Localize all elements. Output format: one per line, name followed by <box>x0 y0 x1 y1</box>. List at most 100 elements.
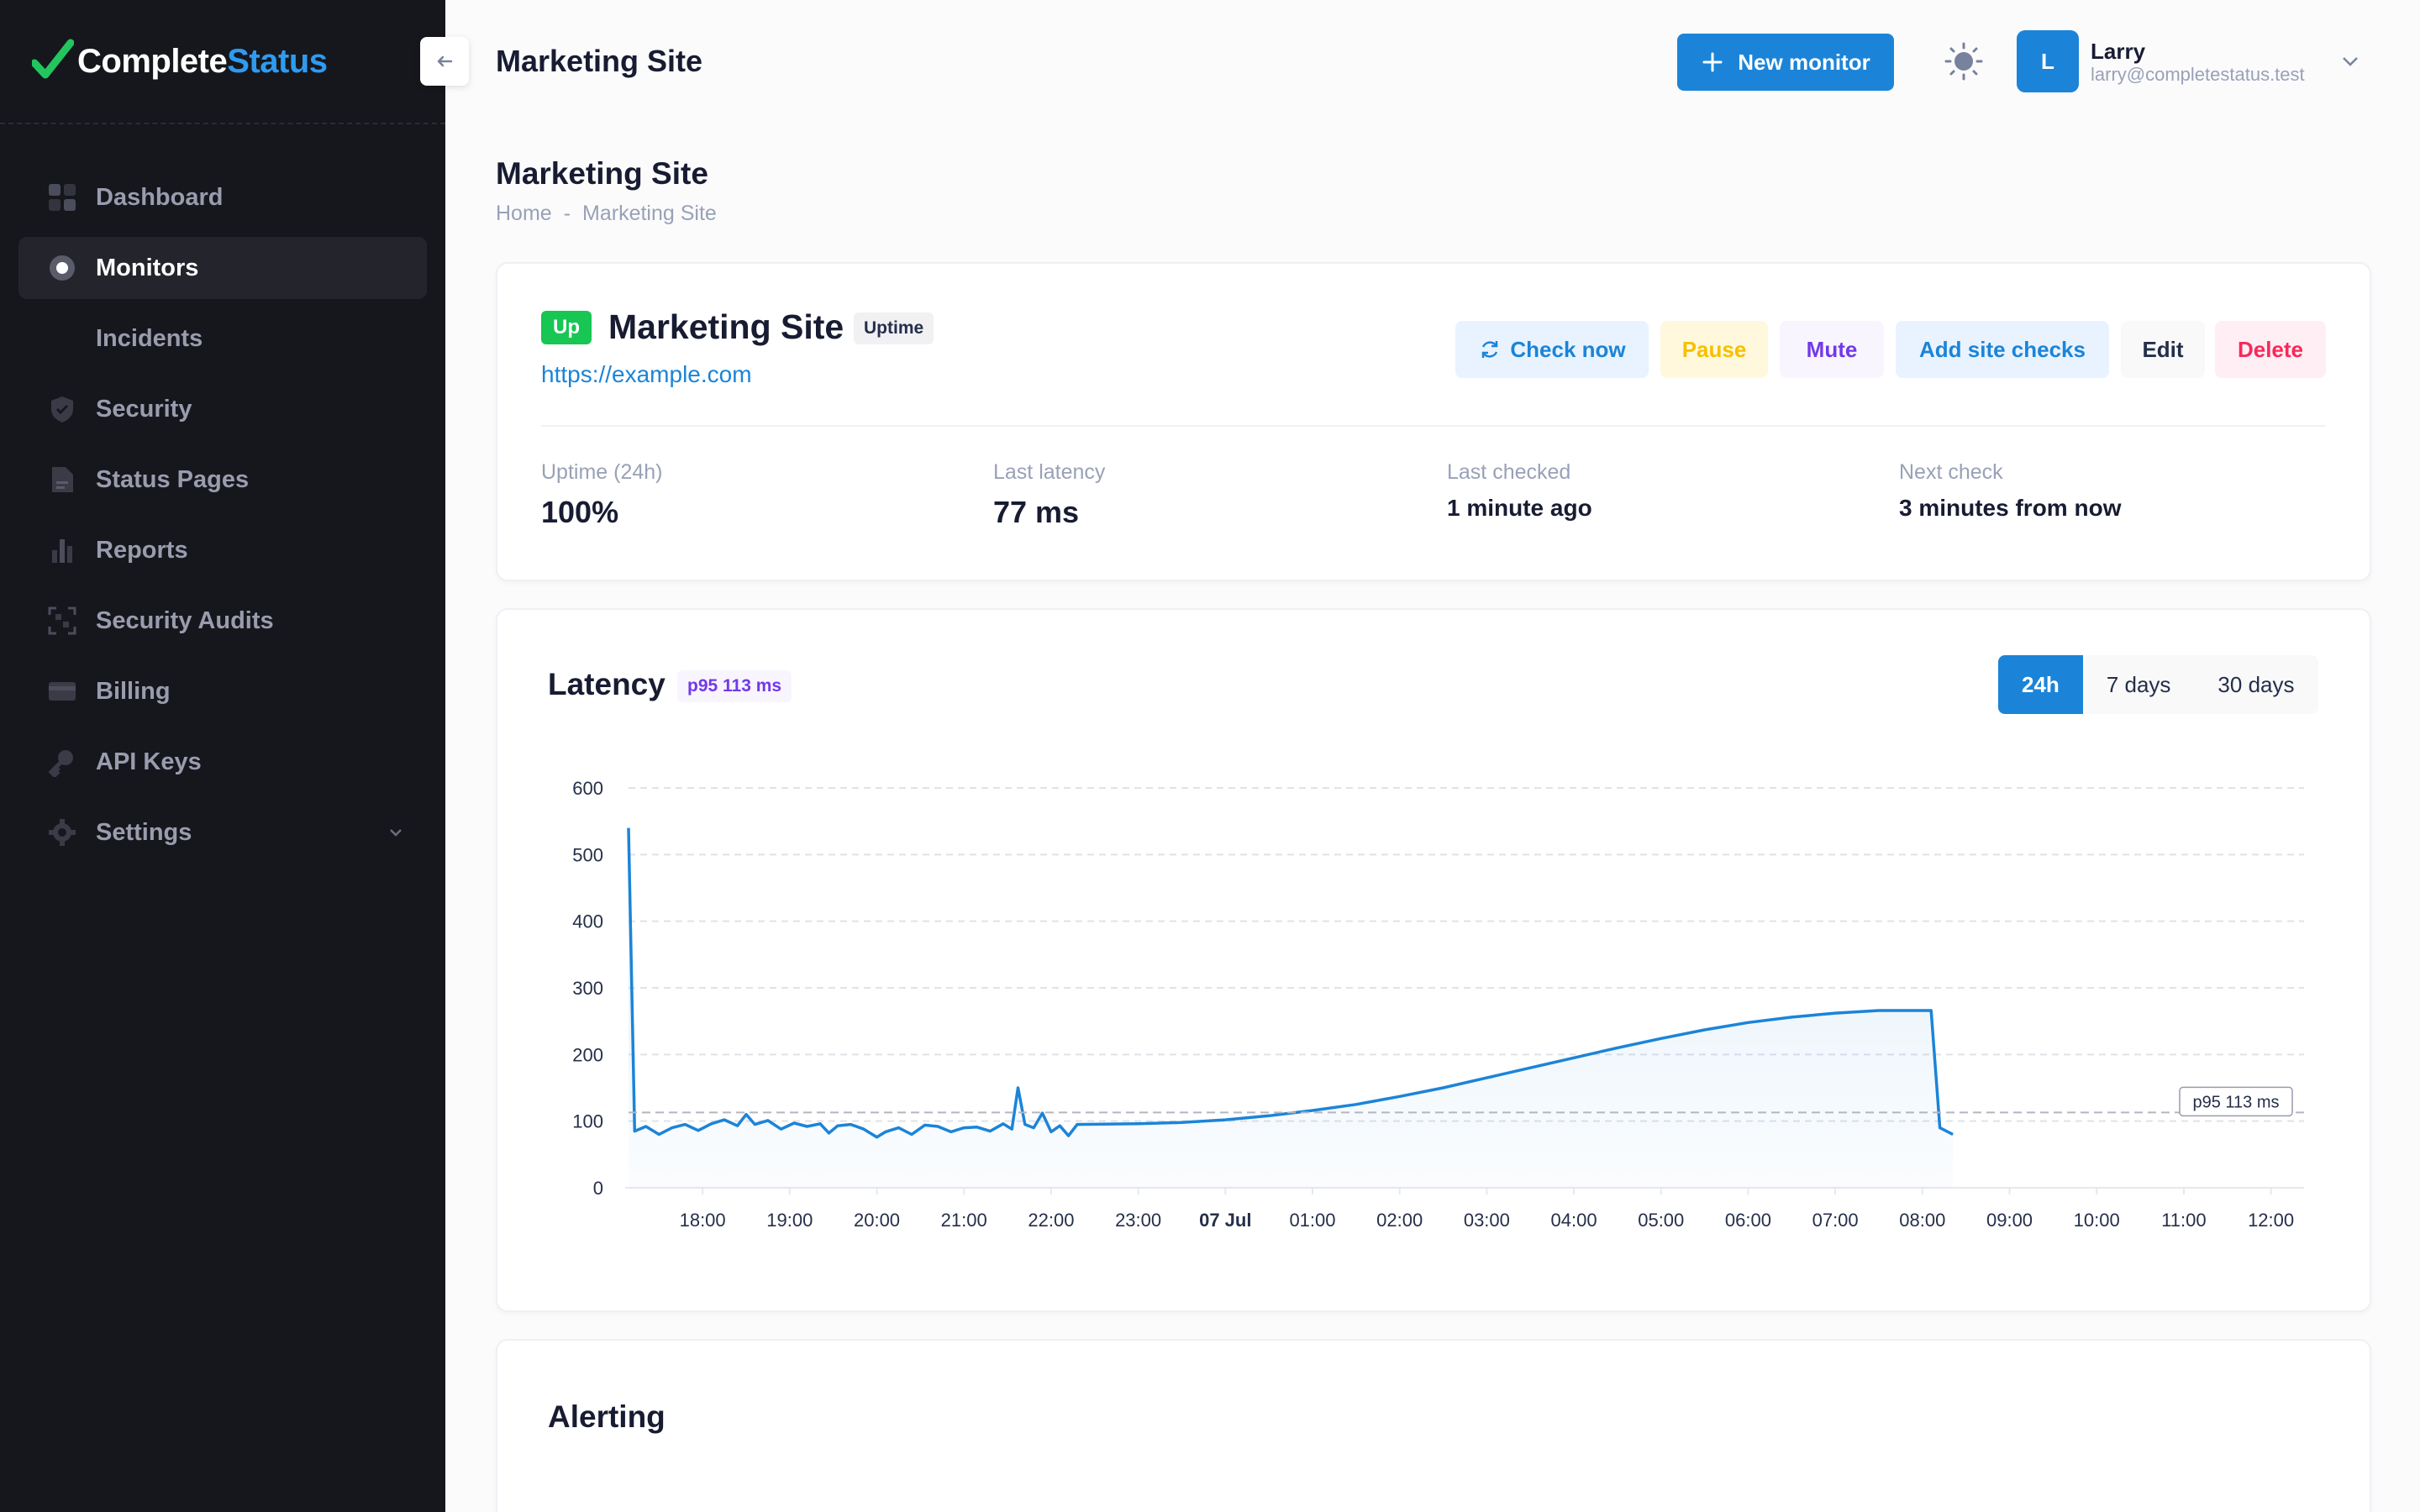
latency-chart: 0 100 200 300 400 500 600 18:00 19:00 20:00 21:00 2… <box>572 778 2304 1231</box>
x-tick-label: 12:00 <box>2248 1210 2294 1231</box>
sidebar-item-label: Status Pages <box>96 465 250 493</box>
stat-label: Uptime (24h) <box>541 460 663 484</box>
sidebar-item-label: Security Audits <box>96 606 274 634</box>
sidebar-item-label: Settings <box>96 818 192 846</box>
edit-button[interactable]: Edit <box>2121 321 2205 378</box>
check-now-button[interactable]: Check now <box>1455 321 1649 378</box>
stat-label: Last latency <box>993 460 1106 484</box>
page-title: Marketing Site <box>496 156 708 191</box>
range-24h-button[interactable]: 24h <box>1998 655 2083 714</box>
range-selector: 24h 7 days 30 days <box>1998 655 2318 714</box>
p95-label-box <box>2179 1086 2293 1117</box>
mute-button[interactable]: Mute <box>1780 321 1884 378</box>
avatar[interactable]: L <box>2017 30 2079 92</box>
new-monitor-label: New monitor <box>1738 49 1870 75</box>
x-tick-label: 01:00 <box>1289 1210 1335 1231</box>
sidebar-item-monitors[interactable]: Monitors <box>18 237 427 299</box>
chevron-down-icon[interactable] <box>2338 49 2363 74</box>
x-tick-label: 22:00 <box>1028 1210 1074 1231</box>
x-tick-label: 04:00 <box>1551 1210 1597 1231</box>
sidebar-item-label: Incidents <box>96 324 203 352</box>
x-tick-label: 06:00 <box>1725 1210 1771 1231</box>
sidebar-item-status-pages[interactable]: Status Pages <box>18 449 427 511</box>
pause-button[interactable]: Pause <box>1660 321 1768 378</box>
user-name[interactable]: Larry <box>2091 39 2146 64</box>
sidebar-item-dashboard[interactable]: Dashboard <box>18 166 427 228</box>
add-site-checks-button[interactable]: Add site checks <box>1896 321 2109 378</box>
x-tick-label: 18:00 <box>680 1210 726 1231</box>
status-badge: Up <box>541 311 592 344</box>
sidebar-item-api-keys[interactable]: API Keys <box>18 731 427 793</box>
bar-chart-icon <box>47 535 77 565</box>
plus-icon <box>1702 52 1723 72</box>
x-tick-label: 19:00 <box>766 1210 813 1231</box>
arrow-left-icon <box>437 55 453 67</box>
x-tick-label: 20:00 <box>854 1210 900 1231</box>
x-tick-label: 07 Jul <box>1199 1210 1251 1231</box>
refresh-icon <box>1482 341 1498 358</box>
delete-button[interactable]: Delete <box>2215 321 2326 378</box>
sidebar-item-billing[interactable]: Billing <box>18 660 427 722</box>
stat-uptime: Uptime (24h) 100% <box>541 460 663 530</box>
x-tick-label: 03:00 <box>1464 1210 1510 1231</box>
sidebar-item-incidents[interactable]: Incidents <box>18 307 427 370</box>
alerting-title: Alerting <box>548 1399 666 1434</box>
monitor-type-badge: Uptime <box>854 312 934 344</box>
chevron-down-icon <box>390 829 402 837</box>
range-7-days-button[interactable]: 7 days <box>2106 671 2171 697</box>
sidebar: CompleteStatus Dashboard Monitors Incide… <box>0 0 445 1512</box>
series-line <box>627 827 1954 1139</box>
stat-last-checked: Last checked 1 minute ago <box>1447 460 1592 522</box>
logo[interactable]: CompleteStatus <box>0 0 445 124</box>
header-title: Marketing Site <box>496 44 703 78</box>
x-tick-label: 07:00 <box>1812 1210 1859 1231</box>
sidebar-item-label: Security <box>96 395 192 423</box>
p95-badge: p95 113 ms <box>677 670 792 702</box>
x-tick-label: 05:00 <box>1638 1210 1684 1231</box>
key-icon <box>47 747 77 777</box>
theme-toggle-button[interactable] <box>1943 40 1985 82</box>
stat-value: 1 minute ago <box>1447 495 1592 521</box>
stat-label: Next check <box>1899 460 2003 484</box>
range-30-days-button[interactable]: 30 days <box>2217 671 2295 697</box>
y-tick-label: 100 <box>572 1111 603 1132</box>
sidebar-collapse-button[interactable] <box>420 37 469 86</box>
monitor-icon <box>47 253 77 283</box>
stat-value: 3 minutes from now <box>1899 495 2122 521</box>
x-tick-label: 08:00 <box>1899 1210 1945 1231</box>
sidebar-item-security[interactable]: Security <box>18 378 427 440</box>
sidebar-item-security-audits[interactable]: Security Audits <box>18 590 427 652</box>
breadcrumb-current: Marketing Site <box>582 202 717 225</box>
document-icon <box>47 465 77 495</box>
latency-title: Latency <box>548 667 666 701</box>
x-tick-label: 11:00 <box>2161 1210 2206 1231</box>
monitor-summary-card: Up Marketing Site Uptime https://example… <box>496 262 2371 581</box>
sidebar-item-label: Monitors <box>96 254 199 281</box>
series-area <box>629 827 1954 1188</box>
y-tick-label: 0 <box>593 1178 603 1199</box>
stat-last-latency: Last latency 77 ms <box>993 460 1105 530</box>
gear-icon <box>47 817 77 848</box>
stat-value: 77 ms <box>993 495 1080 529</box>
x-tick-label: 21:00 <box>941 1210 987 1231</box>
breadcrumb-home[interactable]: Home <box>496 202 552 225</box>
sidebar-nav: Dashboard Monitors Incidents Security St… <box>0 124 445 864</box>
sidebar-item-label: Billing <box>96 677 171 705</box>
x-tick-label: 23:00 <box>1115 1210 1161 1231</box>
stat-label: Last checked <box>1447 460 1571 484</box>
alerting-card: Alerting <box>496 1339 2371 1512</box>
logo-text: CompleteStatus <box>77 42 328 80</box>
x-tick-label: 02:00 <box>1376 1210 1423 1231</box>
new-monitor-button[interactable]: New monitor <box>1677 34 1894 91</box>
y-tick-label: 200 <box>572 1044 603 1065</box>
dashboard-icon <box>47 182 77 213</box>
sidebar-item-reports[interactable]: Reports <box>18 519 427 581</box>
monitor-url-link[interactable]: https://example.com <box>541 361 752 387</box>
breadcrumb: Home - Marketing Site <box>496 202 717 226</box>
sidebar-item-label: Reports <box>96 536 188 564</box>
sidebar-item-settings[interactable]: Settings <box>18 801 427 864</box>
scan-icon <box>47 606 77 636</box>
check-now-label: Check now <box>1510 336 1626 362</box>
divider <box>541 425 2326 427</box>
